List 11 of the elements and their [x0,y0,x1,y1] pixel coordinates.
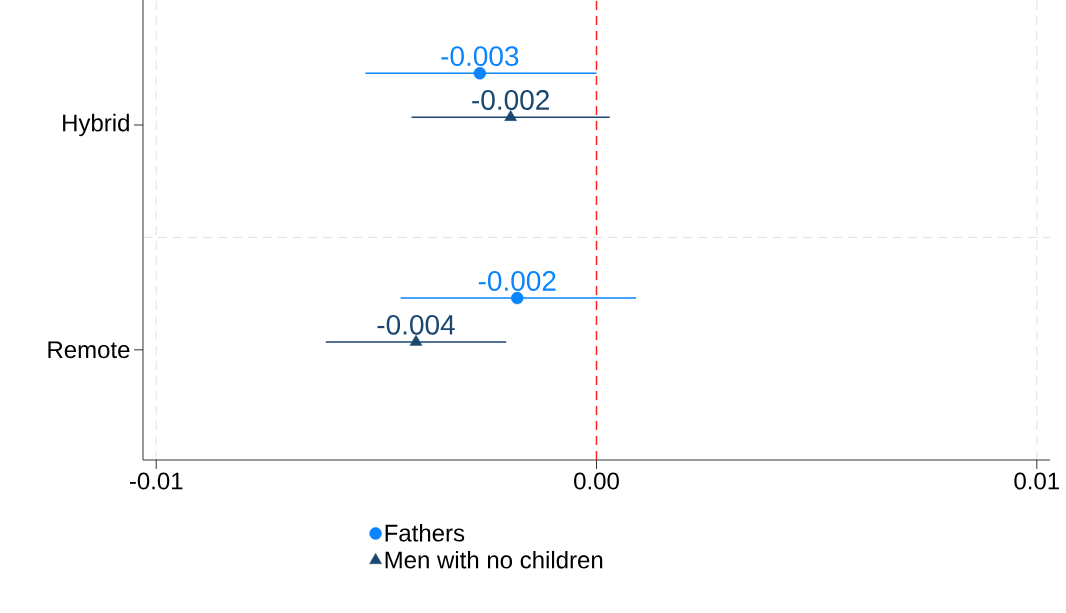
data-label: -0.003 [441,46,519,67]
y-tick-label: Remote [48,341,130,359]
x-tick-label: 0.01 [1014,472,1059,490]
y-tick-label: Hybrid [63,113,129,137]
data-label: -0.002 [472,90,549,110]
x-tick-label: -0.01 [129,472,183,490]
legend-label: Fathers [385,523,465,542]
x-tick-label: 0.00 [574,472,619,490]
data-label: -0.002 [478,271,556,291]
data-label: -0.004 [377,314,455,335]
legend-label: Men with no children [385,550,603,569]
